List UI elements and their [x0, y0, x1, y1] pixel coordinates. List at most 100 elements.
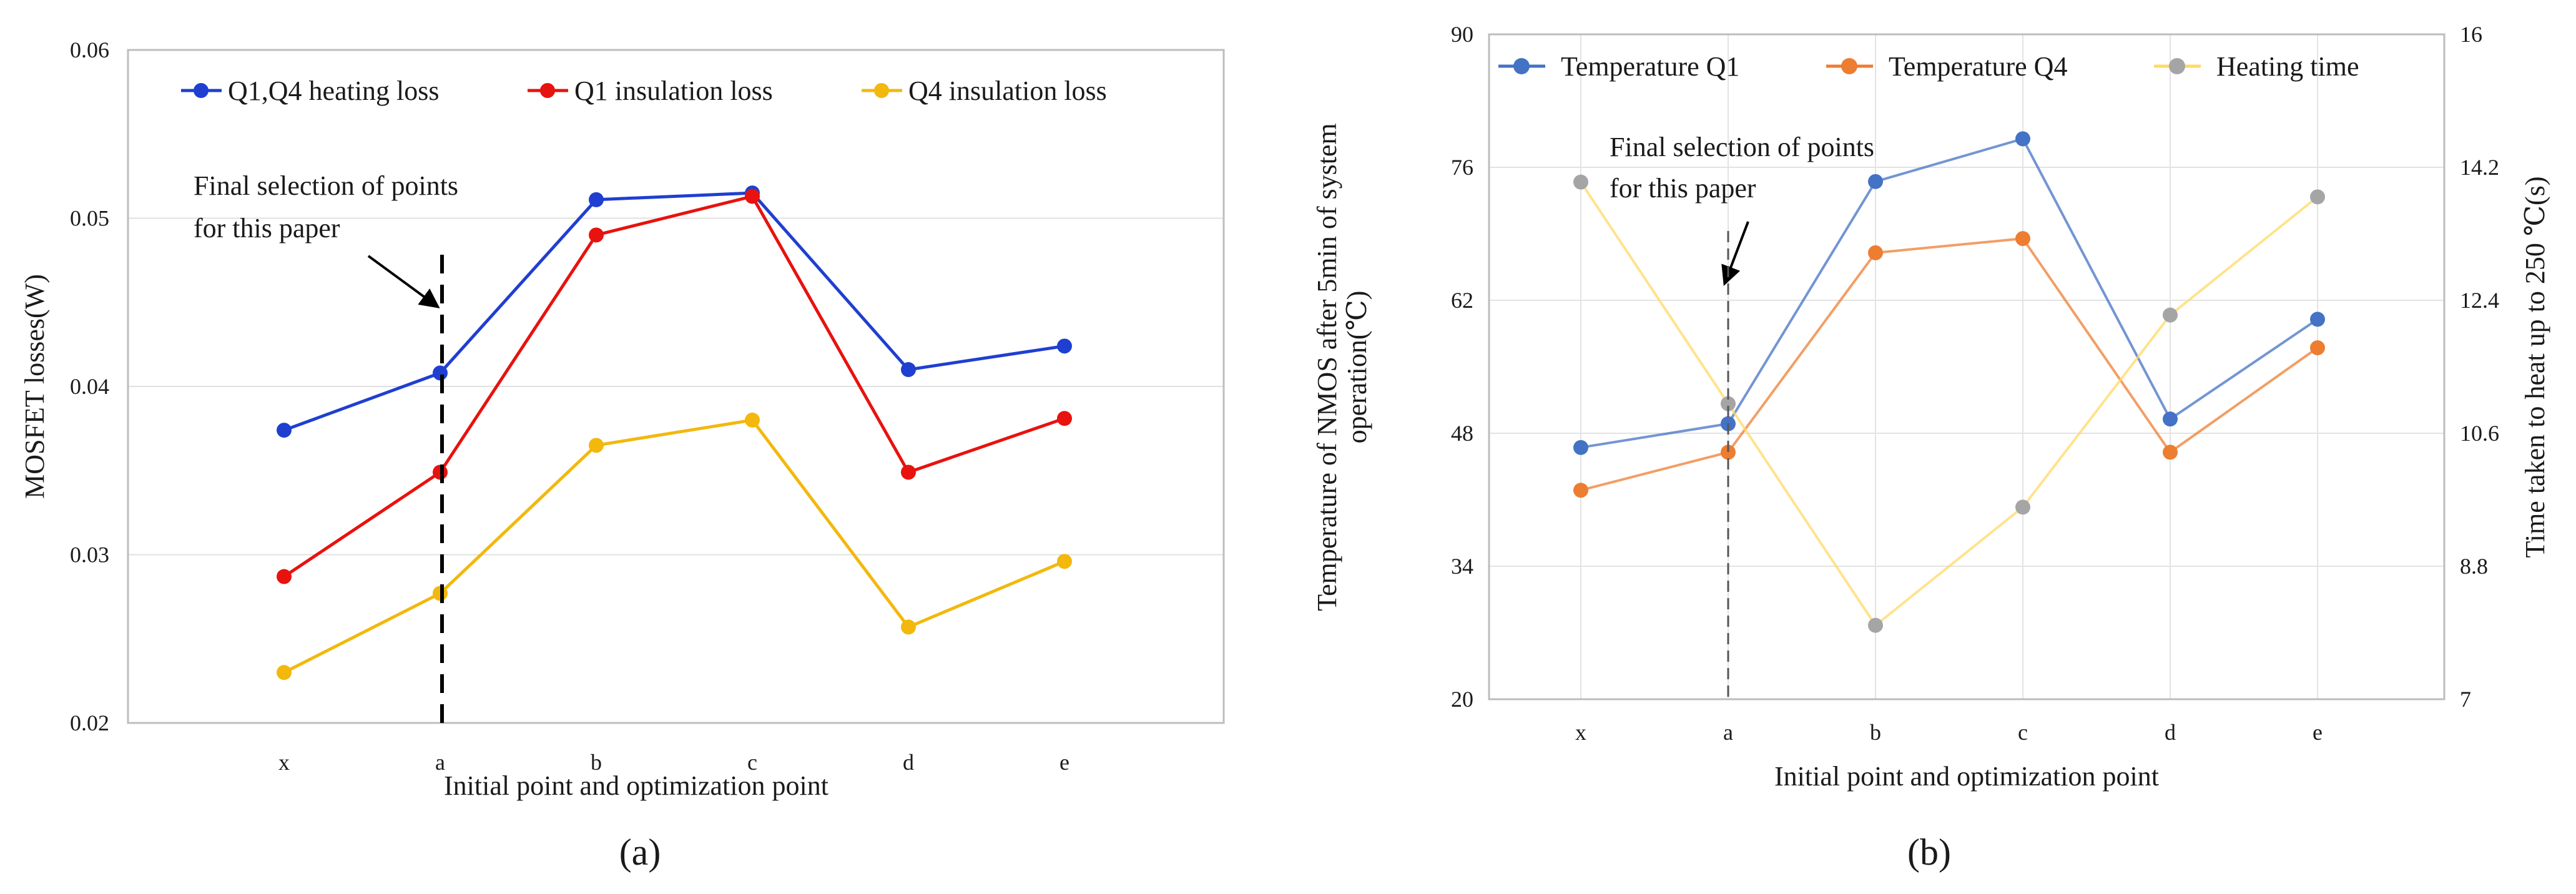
chart-b-point [2015, 131, 2030, 147]
chart-b-point [2310, 340, 2325, 356]
chart-a-point [745, 189, 760, 204]
chart-b-right-y-tick: 7 [2460, 687, 2471, 712]
chart-b-x-tick: d [2165, 720, 2176, 745]
chart-b-right-y-ticks: 7 8.8 10.6 12.4 14.2 16 [2460, 22, 2499, 712]
chart-a-point [1057, 411, 1072, 426]
chart-a-y-tick: 0.05 [70, 206, 109, 231]
chart-b-left-y-tick: 34 [1451, 554, 1473, 579]
chart-a-y-tick: 0.03 [70, 543, 109, 567]
chart-a-plot-frame [127, 49, 1225, 724]
chart-a-x-tick: e [1059, 750, 1069, 775]
chart-b-point [2015, 499, 2030, 515]
annotation-b-line-1: Final selection of points [1610, 132, 1874, 162]
chart-b-left-y-tick: 62 [1451, 288, 1473, 313]
chart-b-left-y-tick: 76 [1451, 155, 1473, 180]
chart-a-series-line-1 [283, 194, 1065, 578]
chart-b-x-tick: x [1575, 720, 1586, 745]
annotation-b-line-2: for this paper [1610, 173, 1756, 204]
chart-b-left-y-ticks: 20 34 48 62 76 90 [1451, 22, 1473, 712]
chart-a-point [589, 438, 604, 453]
chart-b-point [2163, 445, 2178, 460]
chart-b-series-line-1 [1580, 237, 2319, 492]
chart-b-right-y-tick: 10.6 [2460, 421, 2499, 446]
chart-a-x-tick: d [903, 750, 914, 775]
chart-b-y-title-line-2: operation(℃) [1342, 291, 1372, 444]
chart-a-series-line-2 [283, 418, 1065, 674]
chart-b-right-y-tick: 16 [2460, 22, 2482, 47]
chart-a-y-title: MOSFET losses(W) [19, 274, 50, 499]
legend-b-2-label: Heating time [2216, 51, 2359, 82]
chart-a-series [277, 185, 1072, 680]
chart-a-point [901, 619, 916, 635]
chart-b-left-y-tick: 90 [1451, 22, 1473, 47]
chart-a-x-tick: b [591, 750, 602, 775]
chart-b-x-tick: a [1723, 720, 1733, 745]
chart-b-point [1868, 245, 1883, 260]
chart-b-series-line-2 [1580, 181, 2319, 627]
chart-b-right-y-tick: 8.8 [2460, 554, 2488, 579]
chart-a: 0.02 0.03 0.04 0.05 0.06 x a b c d e Q1,Q4 heatin… [19, 37, 1225, 873]
chart-a-point [1057, 338, 1072, 354]
chart-b-x-tick: b [1870, 720, 1881, 745]
legend-b-0-label: Temperature Q1 [1561, 51, 1739, 82]
chart-b-y-right-title: Time taken to heat up to 250 ℃(s) [2520, 177, 2550, 558]
panel-b-label: (b) [1907, 832, 1951, 873]
chart-a-y-ticks: 0.02 0.03 0.04 0.05 0.06 [70, 37, 109, 735]
legend-a-2-marker [874, 83, 889, 98]
chart-a-point [589, 192, 604, 207]
chart-b-left-y-tick: 48 [1451, 421, 1473, 446]
chart-b: 20 34 48 62 76 90 7 8.8 10.6 12.4 14.2 16 x a b c d e T… [1312, 22, 2550, 873]
chart-b-left-y-tick: 20 [1451, 687, 1473, 712]
legend-b-2-marker [2169, 58, 2185, 74]
legend-a-1-label: Q1 insulation loss [574, 76, 773, 106]
legend-a-0-label: Q1,Q4 heating loss [228, 76, 440, 106]
chart-a-y-tick: 0.04 [70, 374, 109, 399]
chart-a-point [277, 665, 292, 680]
chart-a-legend: Q1,Q4 heating loss Q1 insulation loss Q4… [181, 76, 1107, 106]
chart-b-annotation: Final selection of points for this paper [1610, 132, 1874, 699]
chart-b-series [1573, 131, 2325, 633]
chart-b-legend: Temperature Q1 Temperature Q4 Heating ti… [1498, 51, 2359, 82]
chart-b-x-tick: e [2313, 720, 2323, 745]
chart-b-plot-frame [1488, 33, 2446, 700]
chart-b-x-title: Initial point and optimization point [1774, 761, 2159, 792]
chart-a-series-line-0 [283, 191, 1065, 432]
legend-a-2-label: Q4 insulation loss [908, 76, 1107, 106]
legend-a-0-marker [194, 83, 209, 98]
chart-a-y-tick: 0.06 [70, 37, 109, 62]
chart-b-point [1573, 483, 1588, 498]
chart-b-point [2163, 411, 2178, 427]
chart-b-point [1573, 440, 1588, 455]
chart-b-point [1721, 445, 1736, 460]
legend-b-0-marker [1513, 58, 1530, 74]
chart-b-y-title-line-1: Temperature of NMOS after 5min of system [1312, 123, 1342, 611]
chart-a-x-tick: x [278, 750, 290, 775]
chart-b-point [2015, 231, 2030, 247]
chart-b-point [2310, 189, 2325, 205]
chart-b-right-y-tick: 14.2 [2460, 155, 2499, 180]
chart-b-point [1868, 617, 1883, 633]
chart-b-point [1721, 396, 1736, 411]
chart-b-series-line-0 [1580, 137, 2319, 449]
chart-a-point [745, 412, 760, 428]
chart-b-right-y-tick: 12.4 [2460, 288, 2499, 313]
chart-b-point [1868, 174, 1883, 189]
legend-a-1-marker [540, 83, 555, 98]
chart-a-point [277, 423, 292, 438]
panel-a-label: (a) [619, 832, 661, 873]
chart-a-x-tick: a [435, 750, 445, 775]
chart-a-annotation: Final selection of points for this paper [194, 170, 458, 723]
chart-a-point [901, 464, 916, 480]
chart-a-gridlines [128, 217, 1224, 556]
chart-b-point [2310, 312, 2325, 327]
chart-b-point [1573, 174, 1588, 190]
chart-a-point [1057, 554, 1072, 569]
annotation-a-line-2: for this paper [194, 213, 340, 243]
annotation-a-arrow [367, 255, 440, 308]
chart-a-x-title: Initial point and optimization point [444, 770, 828, 801]
chart-a-point [277, 569, 292, 584]
chart-a-x-tick: c [747, 750, 757, 775]
chart-b-point [2163, 307, 2178, 323]
